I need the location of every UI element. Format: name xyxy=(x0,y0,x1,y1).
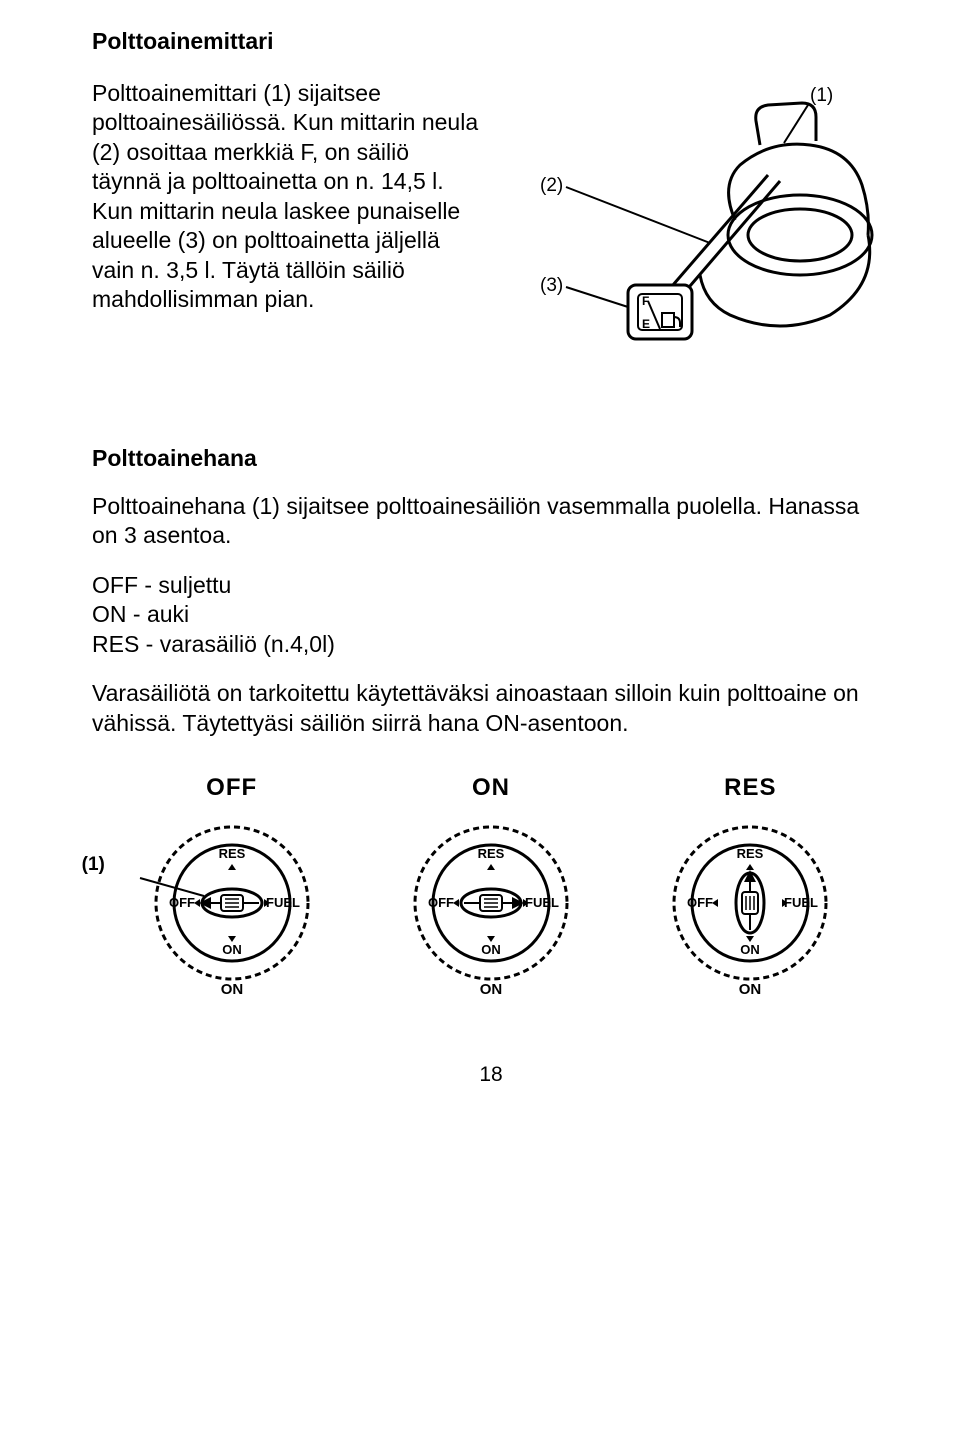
dial-label-bottom: ON xyxy=(741,942,761,957)
dial-block-res: RES RES OFF FUEL ON xyxy=(621,774,880,1003)
dial-title-off: OFF xyxy=(206,774,257,802)
dial-knob xyxy=(461,889,524,917)
page-number: 18 xyxy=(92,1063,890,1087)
fueltap-para2: Varasäiliötä on tarkoitettu käytettäväks… xyxy=(92,679,890,738)
dial-outer-bottom: ON xyxy=(220,981,243,998)
gauge-letter-f: F xyxy=(642,294,649,308)
fueltap-positions-list: OFF - suljettu ON - auki RES - varasäili… xyxy=(92,571,890,659)
list-item-off: OFF - suljettu xyxy=(92,571,890,600)
list-item-on: ON - auki xyxy=(92,600,890,629)
dial-label-left: OFF xyxy=(169,895,195,910)
dial-svg-res: RES OFF FUEL ON xyxy=(640,808,860,998)
fuelgauge-diagram-container: F E (1) (2) (3) xyxy=(510,79,890,385)
dial-label-top: RES xyxy=(737,846,764,861)
gauge-letter-e: E xyxy=(642,317,650,331)
section-heading-fueltap: Polttoainehana xyxy=(92,445,890,472)
dial-knob xyxy=(736,870,764,933)
dial-outer-bottom: ON xyxy=(739,981,762,998)
dial-label-left: OFF xyxy=(428,895,454,910)
list-item-res: RES - varasäiliö (n.4,0l) xyxy=(92,630,890,659)
dial-label-right: FUEL xyxy=(784,895,818,910)
dial-knob xyxy=(199,889,262,917)
fueltap-dials-row: OFF (1) RES OFF FUEL ON xyxy=(92,774,890,1003)
dial-block-on: ON RES OFF FUEL ON xyxy=(361,774,620,1003)
callout-1: (1) xyxy=(810,85,833,106)
dial-label-bottom: ON xyxy=(481,942,501,957)
dial-label-bottom: ON xyxy=(222,942,242,957)
callout-3: (3) xyxy=(540,275,563,296)
section-heading-fuelgauge: Polttoainemittari xyxy=(92,28,890,55)
dial-svg-on: RES OFF FUEL ON xyxy=(381,808,601,998)
dial-outer-bottom: ON xyxy=(480,981,503,998)
dial-block-off: OFF (1) RES OFF FUEL ON xyxy=(102,774,361,1003)
dial-title-res: RES xyxy=(724,774,776,802)
dial-label-top: RES xyxy=(218,846,245,861)
dial-label-right: FUEL xyxy=(266,895,300,910)
dial-title-on: ON xyxy=(472,774,510,802)
fuelgauge-paragraph: Polttoainemittari (1) sijaitsee polttoai… xyxy=(92,79,482,315)
fuelgauge-row: Polttoainemittari (1) sijaitsee polttoai… xyxy=(92,79,890,385)
dial-label-left: OFF xyxy=(687,895,713,910)
dial-label-top: RES xyxy=(478,846,505,861)
dial-svg-off: RES OFF FUEL ON xyxy=(122,808,342,998)
dial-callout-1: (1) xyxy=(82,854,105,876)
callout-2: (2) xyxy=(540,175,563,196)
dial-label-right: FUEL xyxy=(525,895,559,910)
fuelgauge-diagram: F E (1) (2) (3) xyxy=(510,85,890,385)
fueltap-para1: Polttoainehana (1) sijaitsee polttoaines… xyxy=(92,492,890,551)
